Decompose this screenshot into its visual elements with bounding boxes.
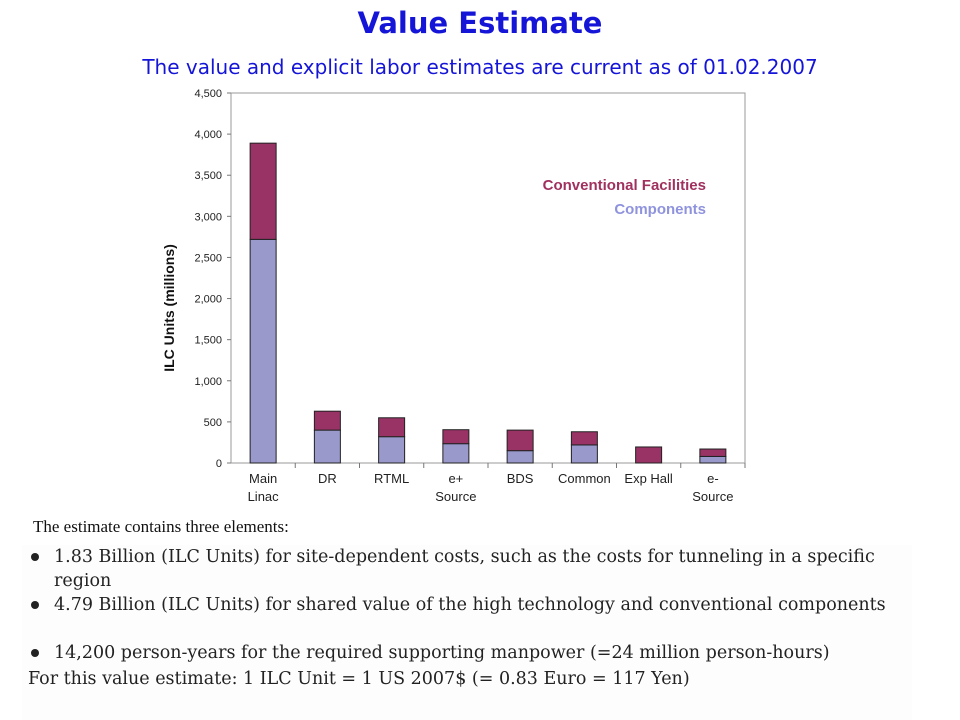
y-axis-label: ILC Units (millions) [161,244,177,372]
bar-segment [313,410,341,431]
element-item-text: 4.79 Billion (ILC Units) for shared valu… [54,595,886,615]
plot-area [230,92,746,464]
legend-entry: Conventional Facilities [543,177,706,194]
bar-segment [378,417,406,438]
page-title: Value Estimate [357,6,603,40]
x-tick-label: Source [692,489,733,504]
x-tick-label: BDS [507,471,534,486]
bar-segment [313,429,341,464]
bar-segment [699,455,727,464]
x-tick-label: DR [318,471,337,486]
chart-canvas: 0 500 1,000 1,500 2,000 2,500 3,000 3,500 4,000 4… [161,88,746,504]
bar-segment [249,142,277,240]
element-item-text: 14,200 person-years for the required sup… [54,643,830,663]
y-tick-label: 4,500 [194,88,222,100]
element-item-manpower: 14,200 person-years for the required sup… [22,641,912,665]
y-tick-label: 1,500 [194,335,222,347]
bar-segment [378,436,406,464]
element-item-shared-value: 4.79 Billion (ILC Units) for shared valu… [22,593,912,641]
y-tick-label: 0 [216,458,222,470]
x-tick-label: Linac [248,489,280,504]
y-tick-label: 500 [204,417,222,429]
bar-segment [506,429,534,452]
bar-segment [570,444,598,464]
y-tick-label: 4,000 [194,129,222,141]
x-tick-label: RTML [374,471,409,486]
y-tick-label: 3,500 [194,170,222,182]
elements-list-box: 1.83 Billion (ILC Units) for site-depend… [22,545,912,720]
bar-segment [442,429,470,445]
bar-segment [506,450,534,464]
element-item-text: 1.83 Billion (ILC Units) for site-depend… [54,547,875,591]
elements-intro: The estimate contains three elements: [33,517,289,536]
bullet-dot [31,649,39,657]
legend-entry: Components [614,201,706,218]
x-tick-label: e+ [448,471,463,486]
bar-segment [570,431,598,446]
y-tick-label: 2,500 [194,252,222,264]
x-tick-label: Main [249,471,277,486]
bullet-dot [31,553,39,561]
bar-segment [442,443,470,464]
y-tick-label: 3,000 [194,211,222,223]
elements-list: 1.83 Billion (ILC Units) for site-depend… [22,545,912,665]
bullet-dot [31,601,39,609]
x-tick-label: e- [707,471,719,486]
page-subtitle: The value and explicit labor estimates a… [142,55,818,79]
bar-segment [699,448,727,457]
unit-footnote: For this value estimate: 1 ILC Unit = 1 … [28,669,690,689]
x-tick-label: Source [435,489,476,504]
bar-segment [249,238,277,464]
y-tick-label: 1,000 [194,376,222,388]
x-tick-label: Exp Hall [624,471,673,486]
x-tick-label: Common [558,471,611,486]
bar-segment [635,446,663,464]
y-tick-label: 2,000 [194,294,222,306]
stacked-bar-chart: 0 500 1,000 1,500 2,000 2,500 3,000 3,500 4,000 4… [148,86,748,512]
element-item-site-costs: 1.83 Billion (ILC Units) for site-depend… [22,545,912,593]
